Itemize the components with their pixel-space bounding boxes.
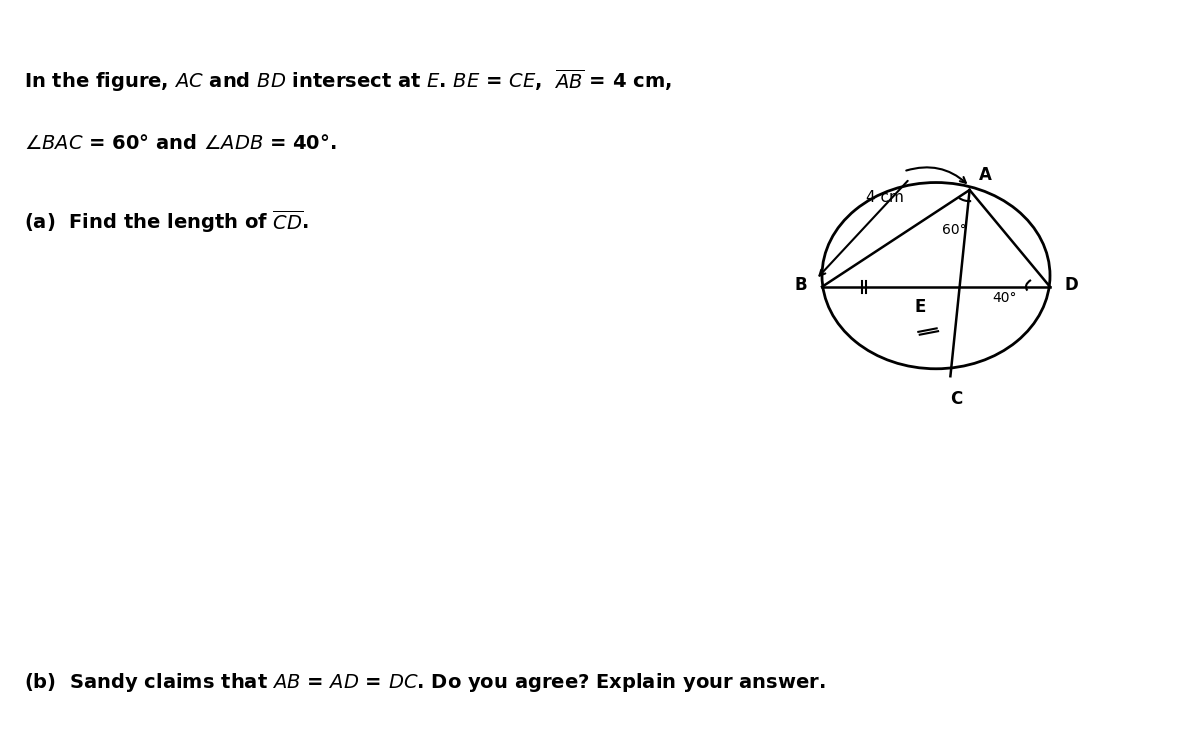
Text: In the figure, $\mathit{AC}$ and $\mathit{BD}$ intersect at $\mathit{E}$. $\math: In the figure, $\mathit{AC}$ and $\mathi… [24, 67, 672, 94]
Text: 60°: 60° [942, 224, 966, 238]
Text: E: E [914, 298, 925, 316]
Text: C: C [950, 390, 962, 408]
Text: $\mathbf{(a)}$  Find the length of $\overline{CD}$.: $\mathbf{(a)}$ Find the length of $\over… [24, 209, 308, 235]
Text: D: D [1064, 276, 1078, 294]
Text: $\angle BAC$ = 60° and $\angle ADB$ = 40°.: $\angle BAC$ = 60° and $\angle ADB$ = 40… [24, 134, 336, 153]
Text: $\mathbf{(b)}$  Sandy claims that $\mathit{AB}$ = $\mathit{AD}$ = $\mathit{DC}$.: $\mathbf{(b)}$ Sandy claims that $\mathi… [24, 670, 826, 694]
Text: A: A [979, 166, 992, 184]
Text: 4 cm: 4 cm [865, 190, 904, 205]
Text: B: B [794, 276, 808, 294]
Text: 40°: 40° [992, 291, 1016, 305]
